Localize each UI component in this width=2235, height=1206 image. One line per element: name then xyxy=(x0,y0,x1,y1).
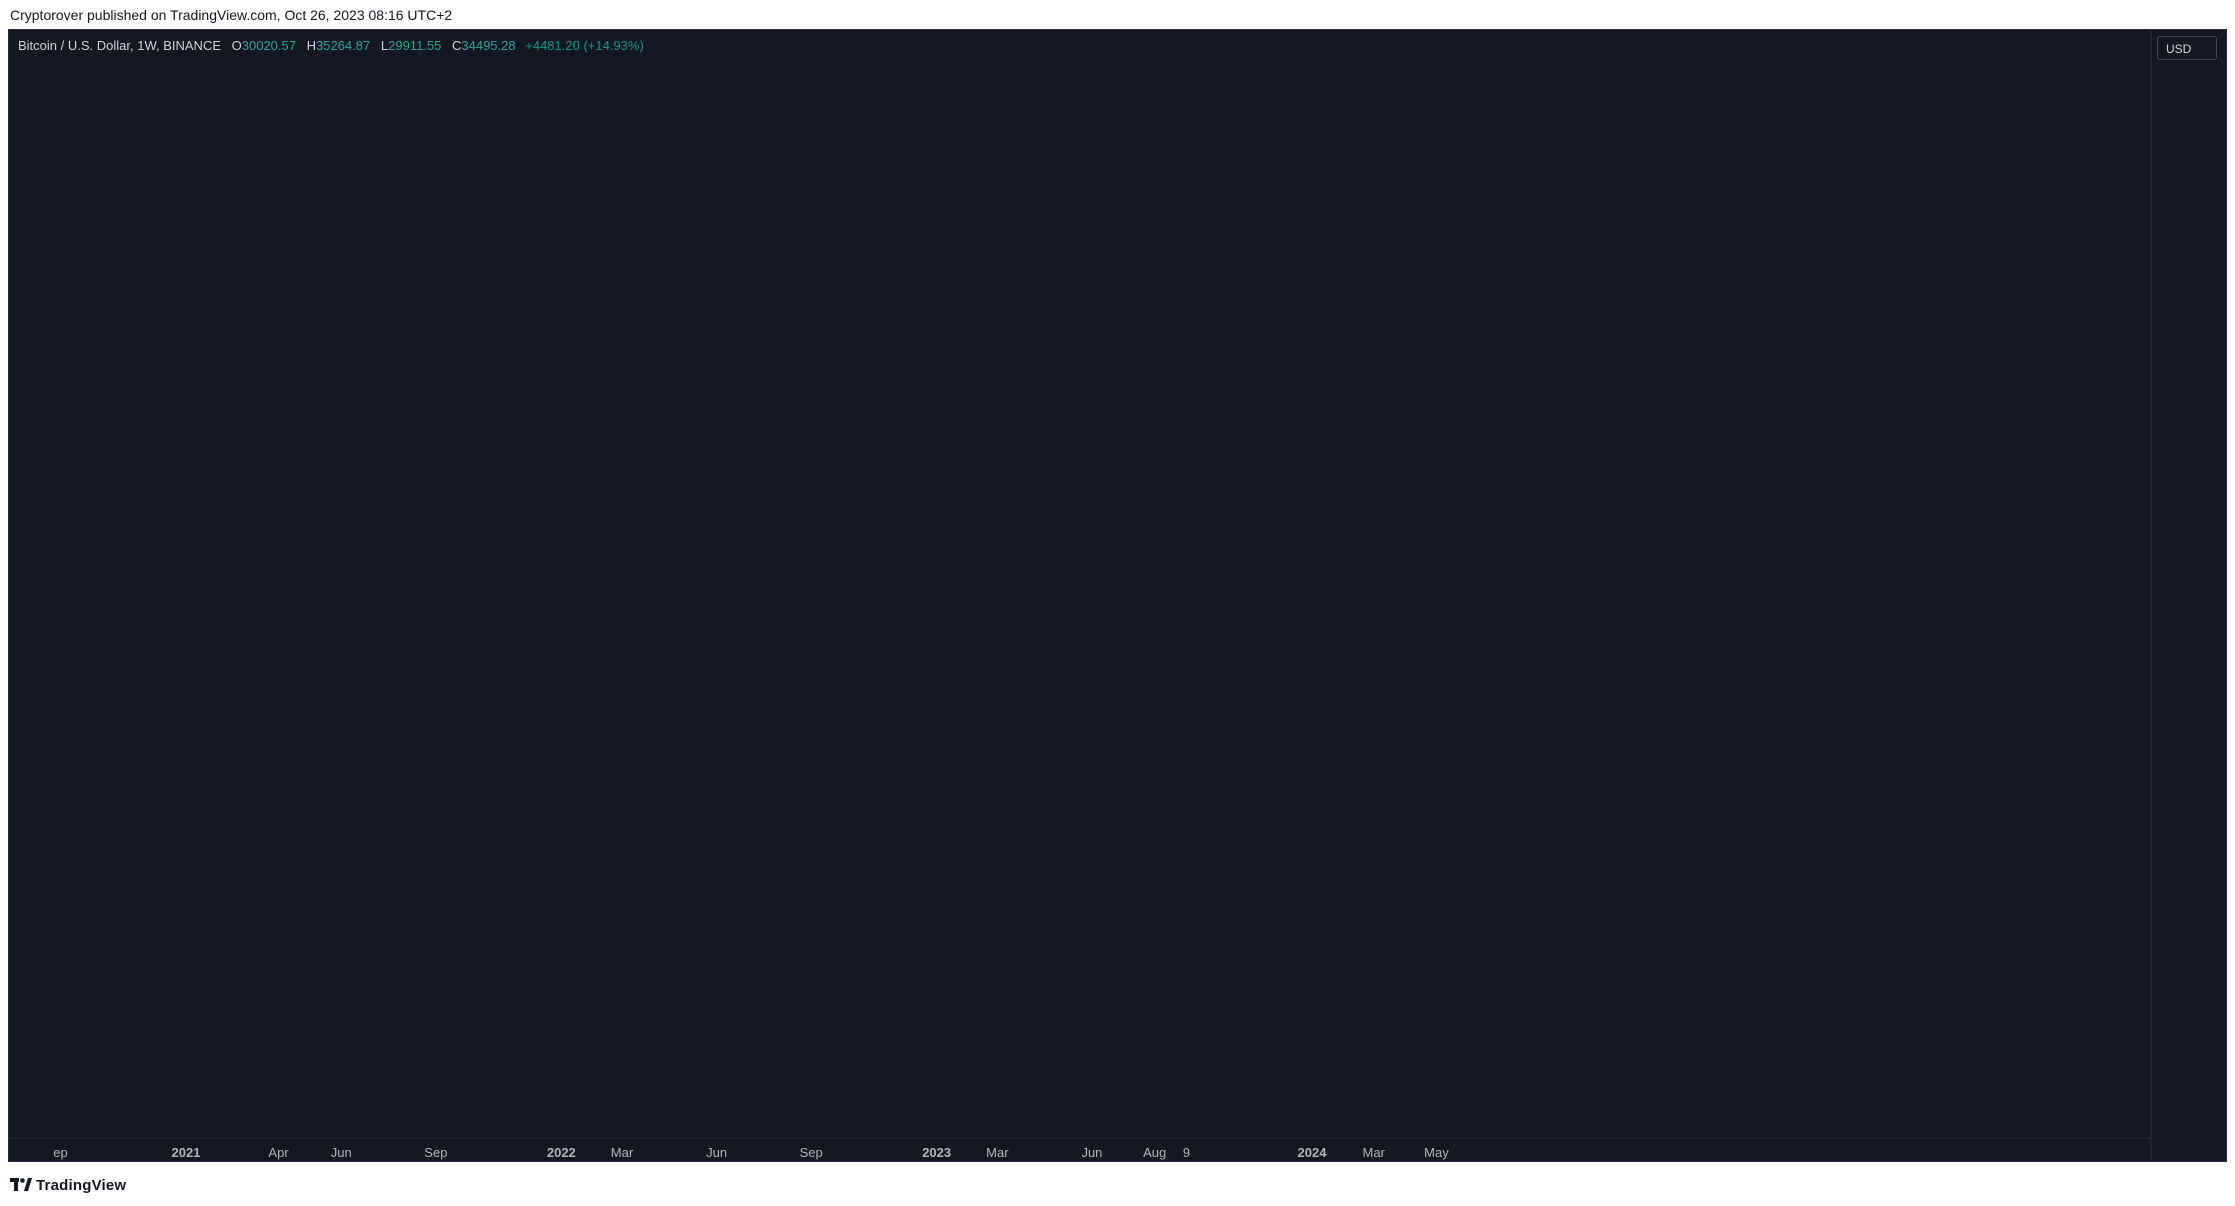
x-tick-label: 2023 xyxy=(922,1145,951,1160)
x-tick-label: Mar xyxy=(986,1145,1009,1160)
x-tick-label: Aug xyxy=(1143,1145,1166,1160)
currency-selector[interactable]: USD xyxy=(2157,36,2217,60)
chart-panel[interactable] xyxy=(8,29,2227,1162)
low-value: 29911.55 xyxy=(388,38,442,53)
x-tick-label: 2022 xyxy=(547,1145,576,1160)
x-tick-label: 9 xyxy=(1183,1145,1190,1160)
tradingview-logo-icon xyxy=(10,1178,32,1191)
x-tick-label: ep xyxy=(53,1145,67,1160)
high-value: 35264.87 xyxy=(316,38,371,53)
x-tick-label: Jun xyxy=(331,1145,352,1160)
footer-bar xyxy=(0,1166,2235,1206)
x-tick-label: Jun xyxy=(1081,1145,1102,1160)
x-tick-label: Sep xyxy=(800,1145,823,1160)
open-label: O xyxy=(231,38,242,53)
symbol-title[interactable]: Bitcoin / U.S. Dollar, 1W, BINANCE xyxy=(18,38,222,53)
x-tick-label: Sep xyxy=(424,1145,447,1160)
open-value: 30020.57 xyxy=(241,38,296,53)
x-tick-label: May xyxy=(1424,1145,1449,1160)
x-tick-label: Mar xyxy=(611,1145,634,1160)
x-tick-label: Apr xyxy=(268,1145,289,1160)
change-value: +4481.20 (+14.93%) xyxy=(525,38,644,53)
high-label: H xyxy=(306,38,317,53)
x-tick-label: 2021 xyxy=(172,1145,201,1160)
close-label: C xyxy=(452,38,462,53)
x-tick-label: Jun xyxy=(706,1145,727,1160)
x-tick-label: 2024 xyxy=(1298,1145,1328,1160)
x-tick-label: Mar xyxy=(1363,1145,1386,1160)
symbol-legend[interactable]: Bitcoin / U.S. Dollar, 1W, BINANCE O3002… xyxy=(18,38,644,53)
close-value: 34495.28 xyxy=(461,38,516,53)
tradingview-logo-text: TradingView xyxy=(36,1177,127,1194)
publisher-credit: Cryptorover published on TradingView.com… xyxy=(10,7,453,23)
chart-axes: 80000.0068000.0064000.0060000.0056000.00… xyxy=(10,30,2152,1160)
low-label: L xyxy=(380,38,389,53)
tradingview-logo[interactable]: TradingView xyxy=(10,1177,126,1194)
